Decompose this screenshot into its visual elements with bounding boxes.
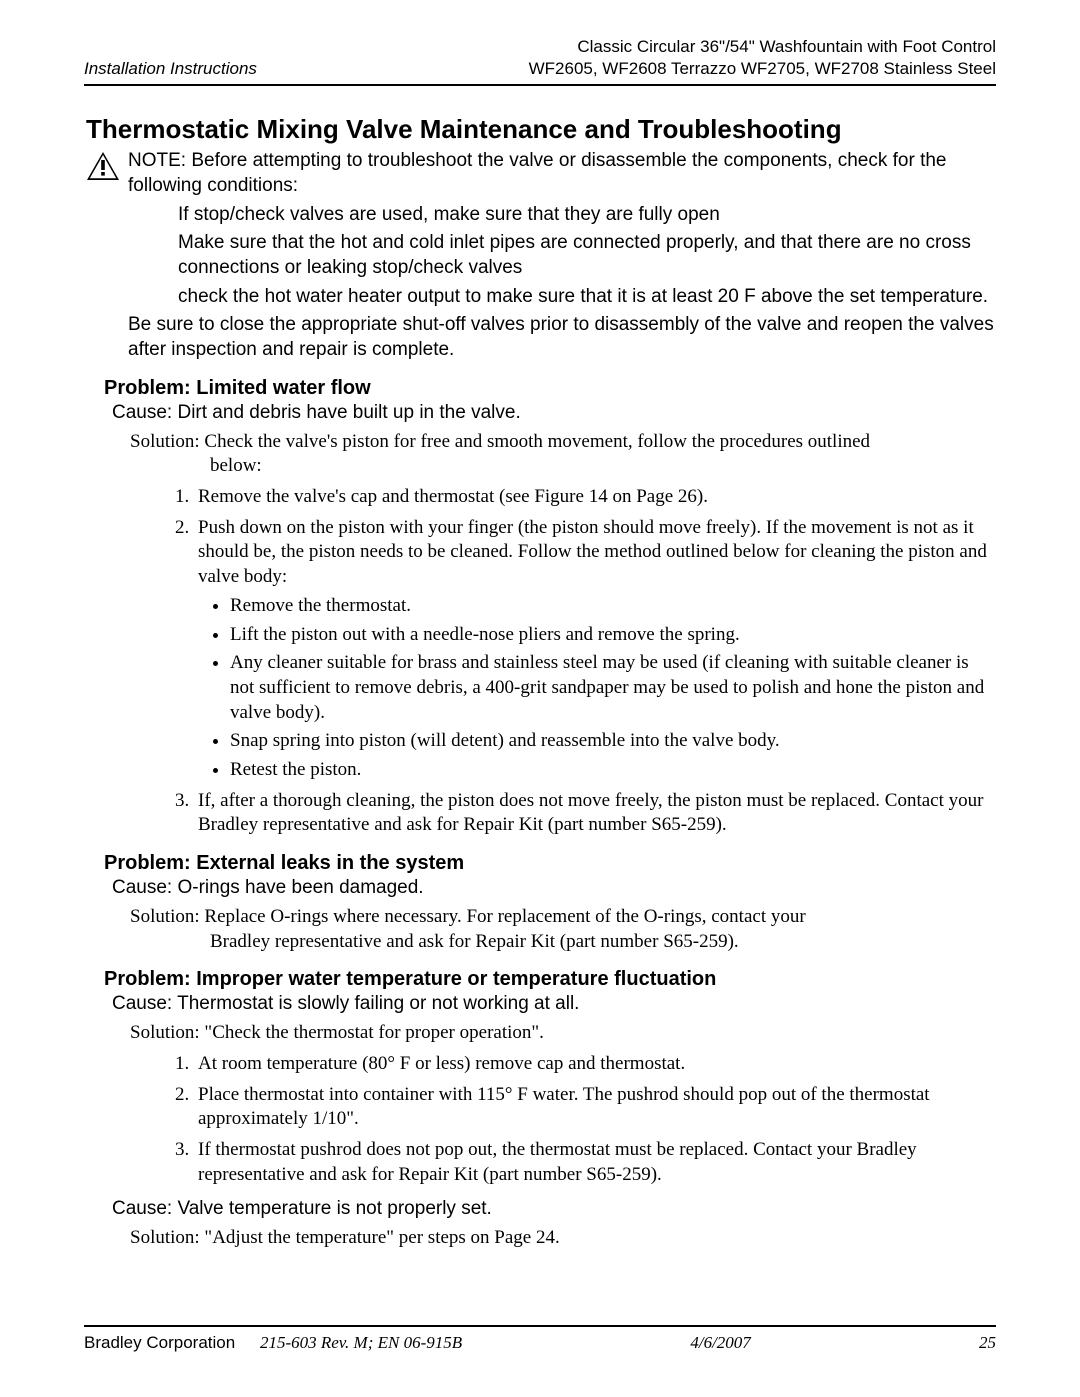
- problem-2-cause: Cause: O-rings have been damaged.: [112, 877, 994, 899]
- solution-lead: Solution: Replace O-rings where necessar…: [130, 906, 806, 927]
- problem-3-cause-2: Cause: Valve temperature is not properly…: [112, 1198, 994, 1220]
- list-item: Any cleaner suitable for brass and stain…: [230, 651, 994, 725]
- list-item: Lift the piston out with a needle-nose p…: [230, 623, 994, 648]
- list-item: If, after a thorough cleaning, the pisto…: [194, 789, 994, 838]
- page-footer: Bradley Corporation 215-603 Rev. M; EN 0…: [84, 1325, 996, 1353]
- problem-3-steps: At room temperature (80° F or less) remo…: [170, 1052, 994, 1187]
- step-text: Push down on the piston with your finger…: [198, 517, 987, 587]
- note-bullet-text: check the hot water heater output to mak…: [178, 285, 994, 310]
- solution-cont: below:: [210, 454, 994, 479]
- page-header: Installation Instructions Classic Circul…: [84, 36, 996, 86]
- problem-1-title: Problem: Limited water flow: [104, 377, 994, 400]
- problem-1-sub-bullets: Remove the thermostat. Lift the piston o…: [198, 594, 994, 783]
- note-bullet-1: If stop/check valves are used, make sure…: [178, 203, 994, 228]
- list-item: Remove the thermostat.: [230, 594, 994, 619]
- section-title: Thermostatic Mixing Valve Maintenance an…: [86, 114, 994, 145]
- note-bullet-2: Make sure that the hot and cold inlet pi…: [178, 231, 994, 280]
- footer-company: Bradley Corporation: [84, 1333, 235, 1352]
- problem-3-cause: Cause: Thermostat is slowly failing or n…: [112, 993, 994, 1015]
- footer-left: Bradley Corporation 215-603 Rev. M; EN 0…: [84, 1333, 462, 1353]
- note-lead: NOTE: Before attempting to troubleshoot …: [128, 149, 994, 198]
- solution-cont: Bradley representative and ask for Repai…: [210, 930, 994, 955]
- note-bullet-text: If stop/check valves are used, make sure…: [178, 203, 994, 228]
- header-right: Classic Circular 36"/54" Washfountain wi…: [529, 36, 996, 80]
- list-item: Push down on the piston with your finger…: [194, 516, 994, 783]
- problem-1-steps: Remove the valve's cap and thermostat (s…: [170, 485, 994, 838]
- note-bullet-3: check the hot water heater output to mak…: [178, 285, 994, 310]
- note-closing: Be sure to close the appropriate shut-of…: [128, 313, 994, 362]
- list-item: Snap spring into piston (will detent) an…: [230, 729, 994, 754]
- footer-doc-id: 215-603 Rev. M; EN 06-915B: [260, 1333, 462, 1352]
- solution-lead: Solution: Check the valve's piston for f…: [130, 431, 870, 452]
- problem-3-solution: Solution: "Check the thermostat for prop…: [130, 1021, 994, 1046]
- header-product-line2: WF2605, WF2608 Terrazzo WF2705, WF2708 S…: [529, 58, 996, 80]
- header-product-line1: Classic Circular 36"/54" Washfountain wi…: [529, 36, 996, 58]
- problem-3-solution-2: Solution: "Adjust the temperature" per s…: [130, 1226, 994, 1251]
- header-left: Installation Instructions: [84, 58, 257, 80]
- note-closing-text: Be sure to close the appropriate shut-of…: [128, 313, 994, 362]
- warning-triangle-icon: [86, 151, 120, 181]
- problem-1-cause: Cause: Dirt and debris have built up in …: [112, 402, 994, 424]
- list-item: Remove the valve's cap and thermostat (s…: [194, 485, 994, 510]
- problem-2-solution: Solution: Replace O-rings where necessar…: [130, 905, 994, 954]
- page: Installation Instructions Classic Circul…: [0, 0, 1080, 1397]
- note-lead-text: NOTE: Before attempting to troubleshoot …: [128, 149, 994, 198]
- solution-lead: Solution: "Check the thermostat for prop…: [130, 1022, 544, 1043]
- note-block: NOTE: Before attempting to troubleshoot …: [86, 149, 994, 198]
- page-content: Thermostatic Mixing Valve Maintenance an…: [84, 114, 996, 1250]
- note-bullet-text: Make sure that the hot and cold inlet pi…: [178, 231, 994, 280]
- list-item: At room temperature (80° F or less) remo…: [194, 1052, 994, 1077]
- solution-lead: Solution: "Adjust the temperature" per s…: [130, 1227, 560, 1248]
- list-item: Retest the piston.: [230, 758, 994, 783]
- problem-3-title: Problem: Improper water temperature or t…: [104, 968, 994, 991]
- footer-page: 25: [979, 1333, 996, 1353]
- problem-2-title: Problem: External leaks in the system: [104, 852, 994, 875]
- footer-date: 4/6/2007: [690, 1333, 750, 1353]
- problem-1-solution: Solution: Check the valve's piston for f…: [130, 430, 994, 479]
- list-item: If thermostat pushrod does not pop out, …: [194, 1138, 994, 1187]
- list-item: Place thermostat into container with 115…: [194, 1083, 994, 1132]
